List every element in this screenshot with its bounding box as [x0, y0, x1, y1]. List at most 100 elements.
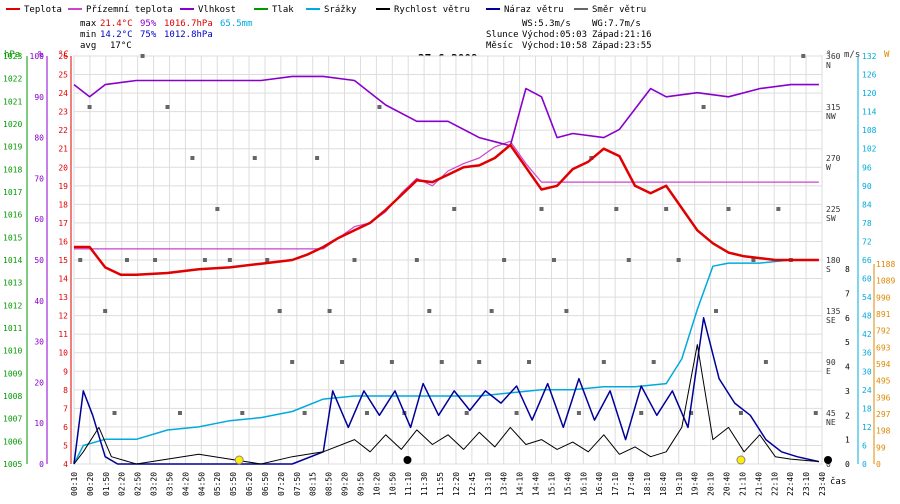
wind-direction-point — [576, 411, 581, 415]
x-tick-label: 14:10 — [516, 472, 525, 496]
wind-direction-point — [414, 258, 419, 262]
pressure-tick: 1012 — [3, 301, 22, 310]
temperature-tick: 10 — [58, 349, 68, 358]
humidity-tick: 30 — [34, 338, 44, 347]
direction-tick-name: W — [826, 163, 831, 172]
wind-direction-point — [539, 207, 544, 211]
rain-tick: 18 — [862, 404, 872, 413]
pressure-tick: 1016 — [3, 211, 22, 220]
wind-direction-point — [477, 360, 482, 364]
speed-tick: 7 — [845, 289, 850, 298]
rain-tick: 36 — [862, 349, 872, 358]
x-tick-label: 22:40 — [786, 472, 795, 496]
temperature-tick: 20 — [58, 163, 68, 172]
rain-tick: 24 — [862, 386, 872, 395]
speed-tick: 4 — [845, 363, 850, 372]
wind-direction-point — [377, 105, 382, 109]
x-tick-label: 19:40 — [691, 472, 700, 496]
moon-set: Západ:23:55 — [592, 41, 652, 51]
stat-max-label: max — [80, 19, 97, 29]
x-tick-label: 18:40 — [659, 472, 668, 496]
wind-direction-point — [689, 411, 694, 415]
pressure-tick: 1005 — [3, 460, 22, 469]
legend-label: Vlhkost — [198, 5, 236, 15]
speed-tick: 6 — [845, 314, 850, 323]
rain-tick: 6 — [862, 441, 867, 450]
x-tick-label: 18:10 — [643, 472, 652, 496]
solar-tick: 396 — [876, 393, 891, 402]
wind-direction-point — [190, 156, 195, 160]
temperature-tick: 6 — [63, 423, 68, 432]
temperature-tick: 14 — [58, 275, 68, 284]
wind-direction-point — [527, 360, 532, 364]
solar-tick: 693 — [876, 343, 891, 352]
wind-direction-point — [140, 54, 145, 58]
wind-direction-point — [340, 360, 345, 364]
wind-direction-point — [252, 156, 257, 160]
wind-direction-point — [277, 309, 282, 313]
humidity-line — [73, 75, 819, 147]
rain-tick: 114 — [862, 108, 877, 117]
x-tick-label: 04:20 — [181, 472, 190, 496]
x-tick-label: 05:20 — [213, 472, 222, 496]
temperature-tick: 19 — [58, 182, 68, 191]
legend-label: Srážky — [324, 5, 357, 15]
wind-direction-point — [452, 207, 457, 211]
solar-tick: 297 — [876, 410, 891, 419]
wind-direction-point — [87, 105, 92, 109]
speed-tick: 0 — [845, 460, 850, 469]
wind-gust-line — [73, 317, 820, 465]
x-tick-label: 06:50 — [261, 472, 270, 496]
pressure-tick: 1014 — [3, 256, 22, 265]
x-tick-label: 13:40 — [500, 472, 509, 496]
pressure-tick: 1013 — [3, 279, 22, 288]
humidity-tick: 50 — [34, 256, 44, 265]
stat-max-temp: 21.4°C — [100, 19, 133, 29]
legend-label: Směr větru — [592, 5, 646, 15]
wind-direction-point — [124, 258, 129, 262]
solar-tick: 1089 — [876, 277, 895, 286]
temperature-tick: 22 — [58, 126, 68, 135]
rain-tick: 132 — [862, 52, 877, 61]
temperature-tick: 23 — [58, 108, 68, 117]
rain-tick: 126 — [862, 71, 877, 80]
wind-direction-point — [227, 258, 232, 262]
wind-direction-point — [676, 258, 681, 262]
solar-tick: 495 — [876, 377, 891, 386]
direction-tick: 135 — [826, 307, 841, 316]
rain-tick: 90 — [862, 182, 872, 191]
rain-tick: 72 — [862, 237, 872, 246]
axis-unit-deg: ° — [826, 50, 831, 60]
direction-tick: 360 — [826, 52, 841, 61]
wind-gust-avg: WG:7.7m/s — [592, 19, 641, 29]
pressure-tick: 1019 — [3, 143, 22, 152]
x-tick-label: 11:55 — [436, 472, 445, 496]
wind-direction-point — [364, 411, 369, 415]
legend-label: Náraz větru — [504, 5, 564, 15]
pressure-tick: 1020 — [3, 120, 22, 129]
x-tick-label: 10:20 — [372, 472, 381, 496]
rain-line — [73, 259, 819, 465]
speed-tick: 5 — [845, 338, 850, 347]
axis-unit-w: W — [884, 50, 890, 60]
solar-tick: 990 — [876, 293, 891, 302]
wind-direction-point — [427, 309, 432, 313]
direction-tick: 0 — [826, 460, 831, 469]
wind-direction-point — [813, 411, 818, 415]
pressure-tick: 1017 — [3, 188, 22, 197]
temperature-tick: 4 — [63, 460, 68, 469]
axis-unit-hpa: hPa — [4, 50, 20, 60]
temperature-tick: 21 — [58, 145, 68, 154]
stat-min-temp: 14.2°C — [100, 30, 133, 40]
stat-min-hum: 75% — [140, 30, 157, 40]
direction-tick-name: NW — [826, 112, 836, 121]
x-tick-label: 10:50 — [388, 472, 397, 496]
x-tick-label: 23:40 — [818, 472, 827, 496]
x-tick-label: 12:45 — [468, 472, 477, 496]
temperature-tick: 8 — [63, 386, 68, 395]
x-tick-label: 20:40 — [723, 472, 732, 496]
temperature-tick: 13 — [58, 293, 68, 302]
stat-max-press: 1016.7hPa — [164, 19, 213, 29]
humidity-tick: 100 — [30, 52, 45, 61]
